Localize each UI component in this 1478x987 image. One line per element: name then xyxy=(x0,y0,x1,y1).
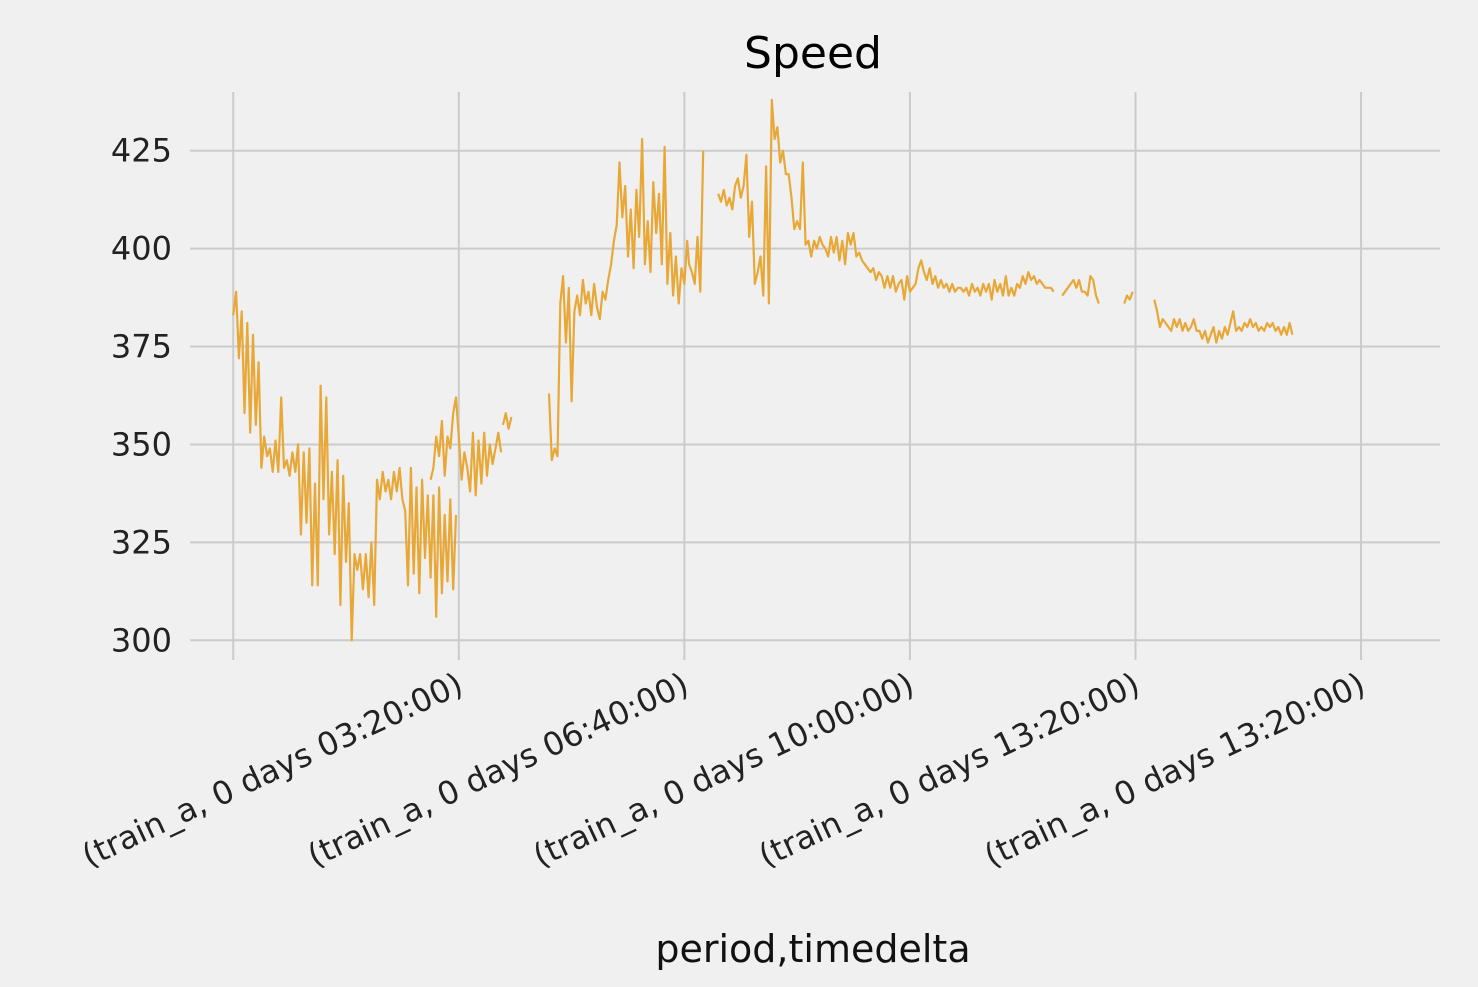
series-line-segment xyxy=(1061,275,1100,304)
chart-title: Speed xyxy=(744,28,882,79)
series-line-segment xyxy=(232,290,458,642)
x-tick-label: (train_a, 0 days 06:40:00) xyxy=(302,665,695,875)
y-tick-label: 400 xyxy=(111,230,172,268)
series-line-segment xyxy=(1153,299,1294,344)
series-line-segment xyxy=(501,412,513,430)
x-tick-label: (train_a, 0 days 13:20:00) xyxy=(978,665,1371,875)
x-tick-label: (train_a, 0 days 03:20:00) xyxy=(76,665,469,875)
grid xyxy=(190,92,1440,660)
y-tick-label: 350 xyxy=(111,425,172,463)
y-tick-label: 300 xyxy=(111,621,172,659)
series-line-segment xyxy=(717,98,1055,305)
plot-area xyxy=(232,98,1294,642)
x-tick-label: (train_a, 0 days 10:00:00) xyxy=(527,665,920,875)
y-axis: 300 325 350 375 400 425 xyxy=(111,132,172,660)
y-tick-label: 375 xyxy=(111,328,172,366)
x-axis: (train_a, 0 days 03:20:00)(train_a, 0 da… xyxy=(76,665,1371,875)
y-tick-label: 425 xyxy=(111,132,172,170)
series-line-segment xyxy=(547,137,705,462)
y-tick-label: 325 xyxy=(111,523,172,561)
x-axis-label: period,timedelta xyxy=(655,927,970,971)
x-tick-label: (train_a, 0 days 13:20:00) xyxy=(753,665,1146,875)
series-line-segment xyxy=(1123,291,1134,304)
series-line-segment xyxy=(429,396,503,497)
